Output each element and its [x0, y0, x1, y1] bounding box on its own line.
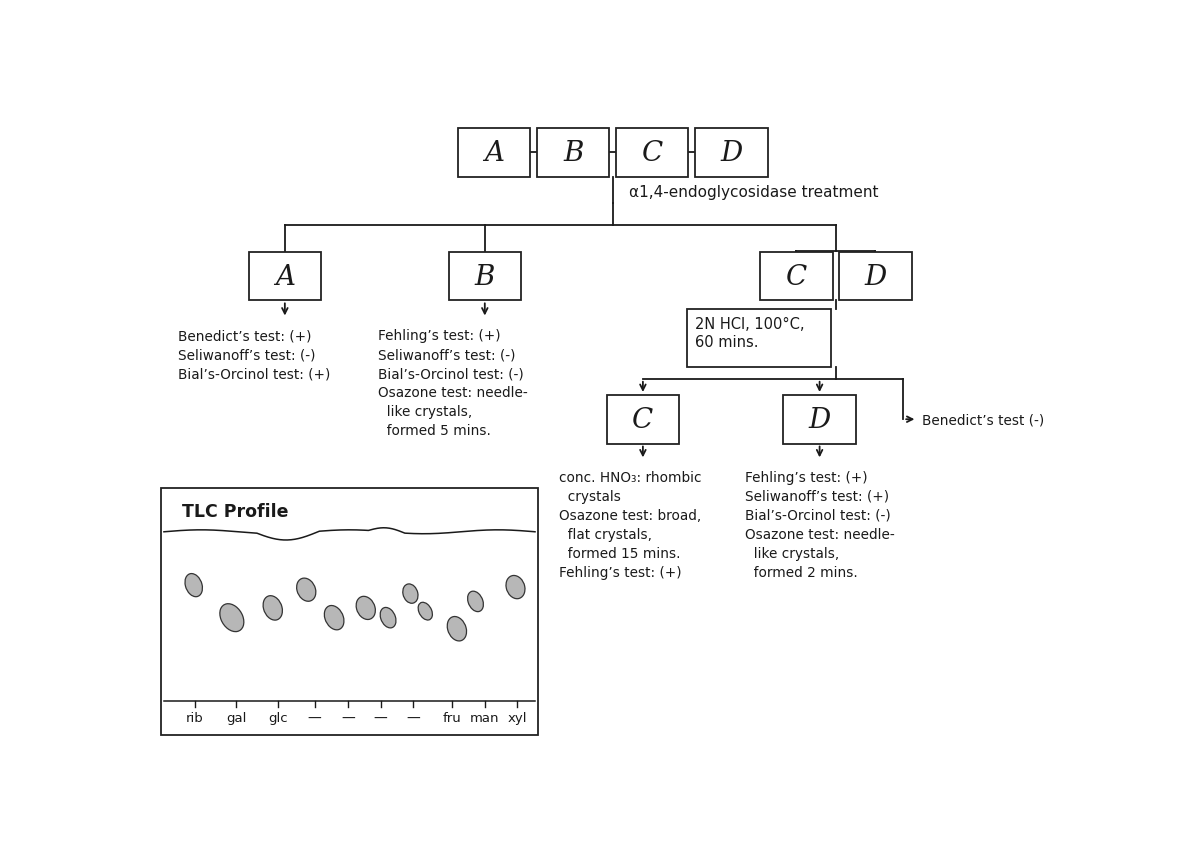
Text: —: — — [307, 711, 322, 725]
Text: D: D — [864, 263, 887, 290]
FancyBboxPatch shape — [248, 252, 322, 301]
Text: glc: glc — [269, 711, 288, 724]
Ellipse shape — [185, 574, 203, 597]
Ellipse shape — [380, 608, 396, 628]
FancyBboxPatch shape — [449, 252, 521, 301]
FancyBboxPatch shape — [616, 129, 689, 177]
Ellipse shape — [220, 604, 244, 632]
Text: C: C — [786, 263, 806, 290]
Text: α1,4-endoglycosidase treatment: α1,4-endoglycosidase treatment — [629, 185, 878, 199]
Text: man: man — [470, 711, 499, 724]
Ellipse shape — [403, 584, 418, 603]
Text: —: — — [407, 711, 420, 725]
Text: gal: gal — [227, 711, 247, 724]
Text: Fehling’s test: (+)
Seliwanoff’s test: (-)
Bial’s-Orcinol test: (-)
Osazone test: Fehling’s test: (+) Seliwanoff’s test: (… — [378, 328, 528, 437]
FancyBboxPatch shape — [839, 252, 912, 301]
Text: Fehling’s test: (+)
Seliwanoff’s test: (+)
Bial’s-Orcinol test: (-)
Osazone test: Fehling’s test: (+) Seliwanoff’s test: (… — [745, 470, 895, 579]
Text: D: D — [809, 406, 830, 433]
FancyBboxPatch shape — [688, 309, 832, 368]
Text: Benedict’s test: (+)
Seliwanoff’s test: (-)
Bial’s-Orcinol test: (+): Benedict’s test: (+) Seliwanoff’s test: … — [178, 328, 330, 381]
FancyBboxPatch shape — [161, 488, 538, 735]
Text: D: D — [720, 140, 743, 167]
FancyBboxPatch shape — [695, 129, 768, 177]
Text: B: B — [563, 140, 583, 167]
Text: —: — — [341, 711, 355, 725]
Text: A: A — [275, 263, 295, 290]
Ellipse shape — [296, 578, 316, 602]
Ellipse shape — [506, 576, 524, 599]
Text: rib: rib — [186, 711, 204, 724]
Ellipse shape — [448, 617, 467, 641]
Ellipse shape — [468, 592, 484, 612]
Text: fru: fru — [443, 711, 462, 724]
Ellipse shape — [263, 596, 282, 620]
FancyBboxPatch shape — [458, 129, 530, 177]
Text: C: C — [632, 406, 654, 433]
Text: A: A — [484, 140, 504, 167]
Text: B: B — [475, 263, 494, 290]
Text: xyl: xyl — [508, 711, 527, 724]
FancyBboxPatch shape — [760, 252, 833, 301]
Text: TLC Profile: TLC Profile — [181, 502, 288, 520]
FancyBboxPatch shape — [607, 395, 679, 444]
Text: conc. HNO₃: rhombic
  crystals
Osazone test: broad,
  flat crystals,
  formed 15: conc. HNO₃: rhombic crystals Osazone tes… — [559, 470, 702, 579]
Text: 2N HCl, 100°C,
60 mins.: 2N HCl, 100°C, 60 mins. — [695, 317, 804, 349]
Ellipse shape — [324, 606, 344, 630]
Ellipse shape — [418, 603, 432, 620]
FancyBboxPatch shape — [784, 395, 856, 444]
Text: —: — — [373, 711, 388, 725]
FancyBboxPatch shape — [536, 129, 610, 177]
Ellipse shape — [356, 597, 376, 619]
Text: Benedict’s test (-): Benedict’s test (-) — [922, 413, 1044, 427]
Text: C: C — [642, 140, 662, 167]
